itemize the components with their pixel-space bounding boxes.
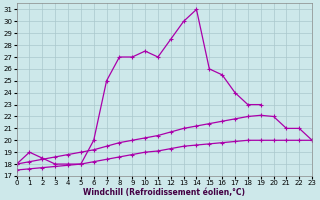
X-axis label: Windchill (Refroidissement éolien,°C): Windchill (Refroidissement éolien,°C) xyxy=(84,188,245,197)
